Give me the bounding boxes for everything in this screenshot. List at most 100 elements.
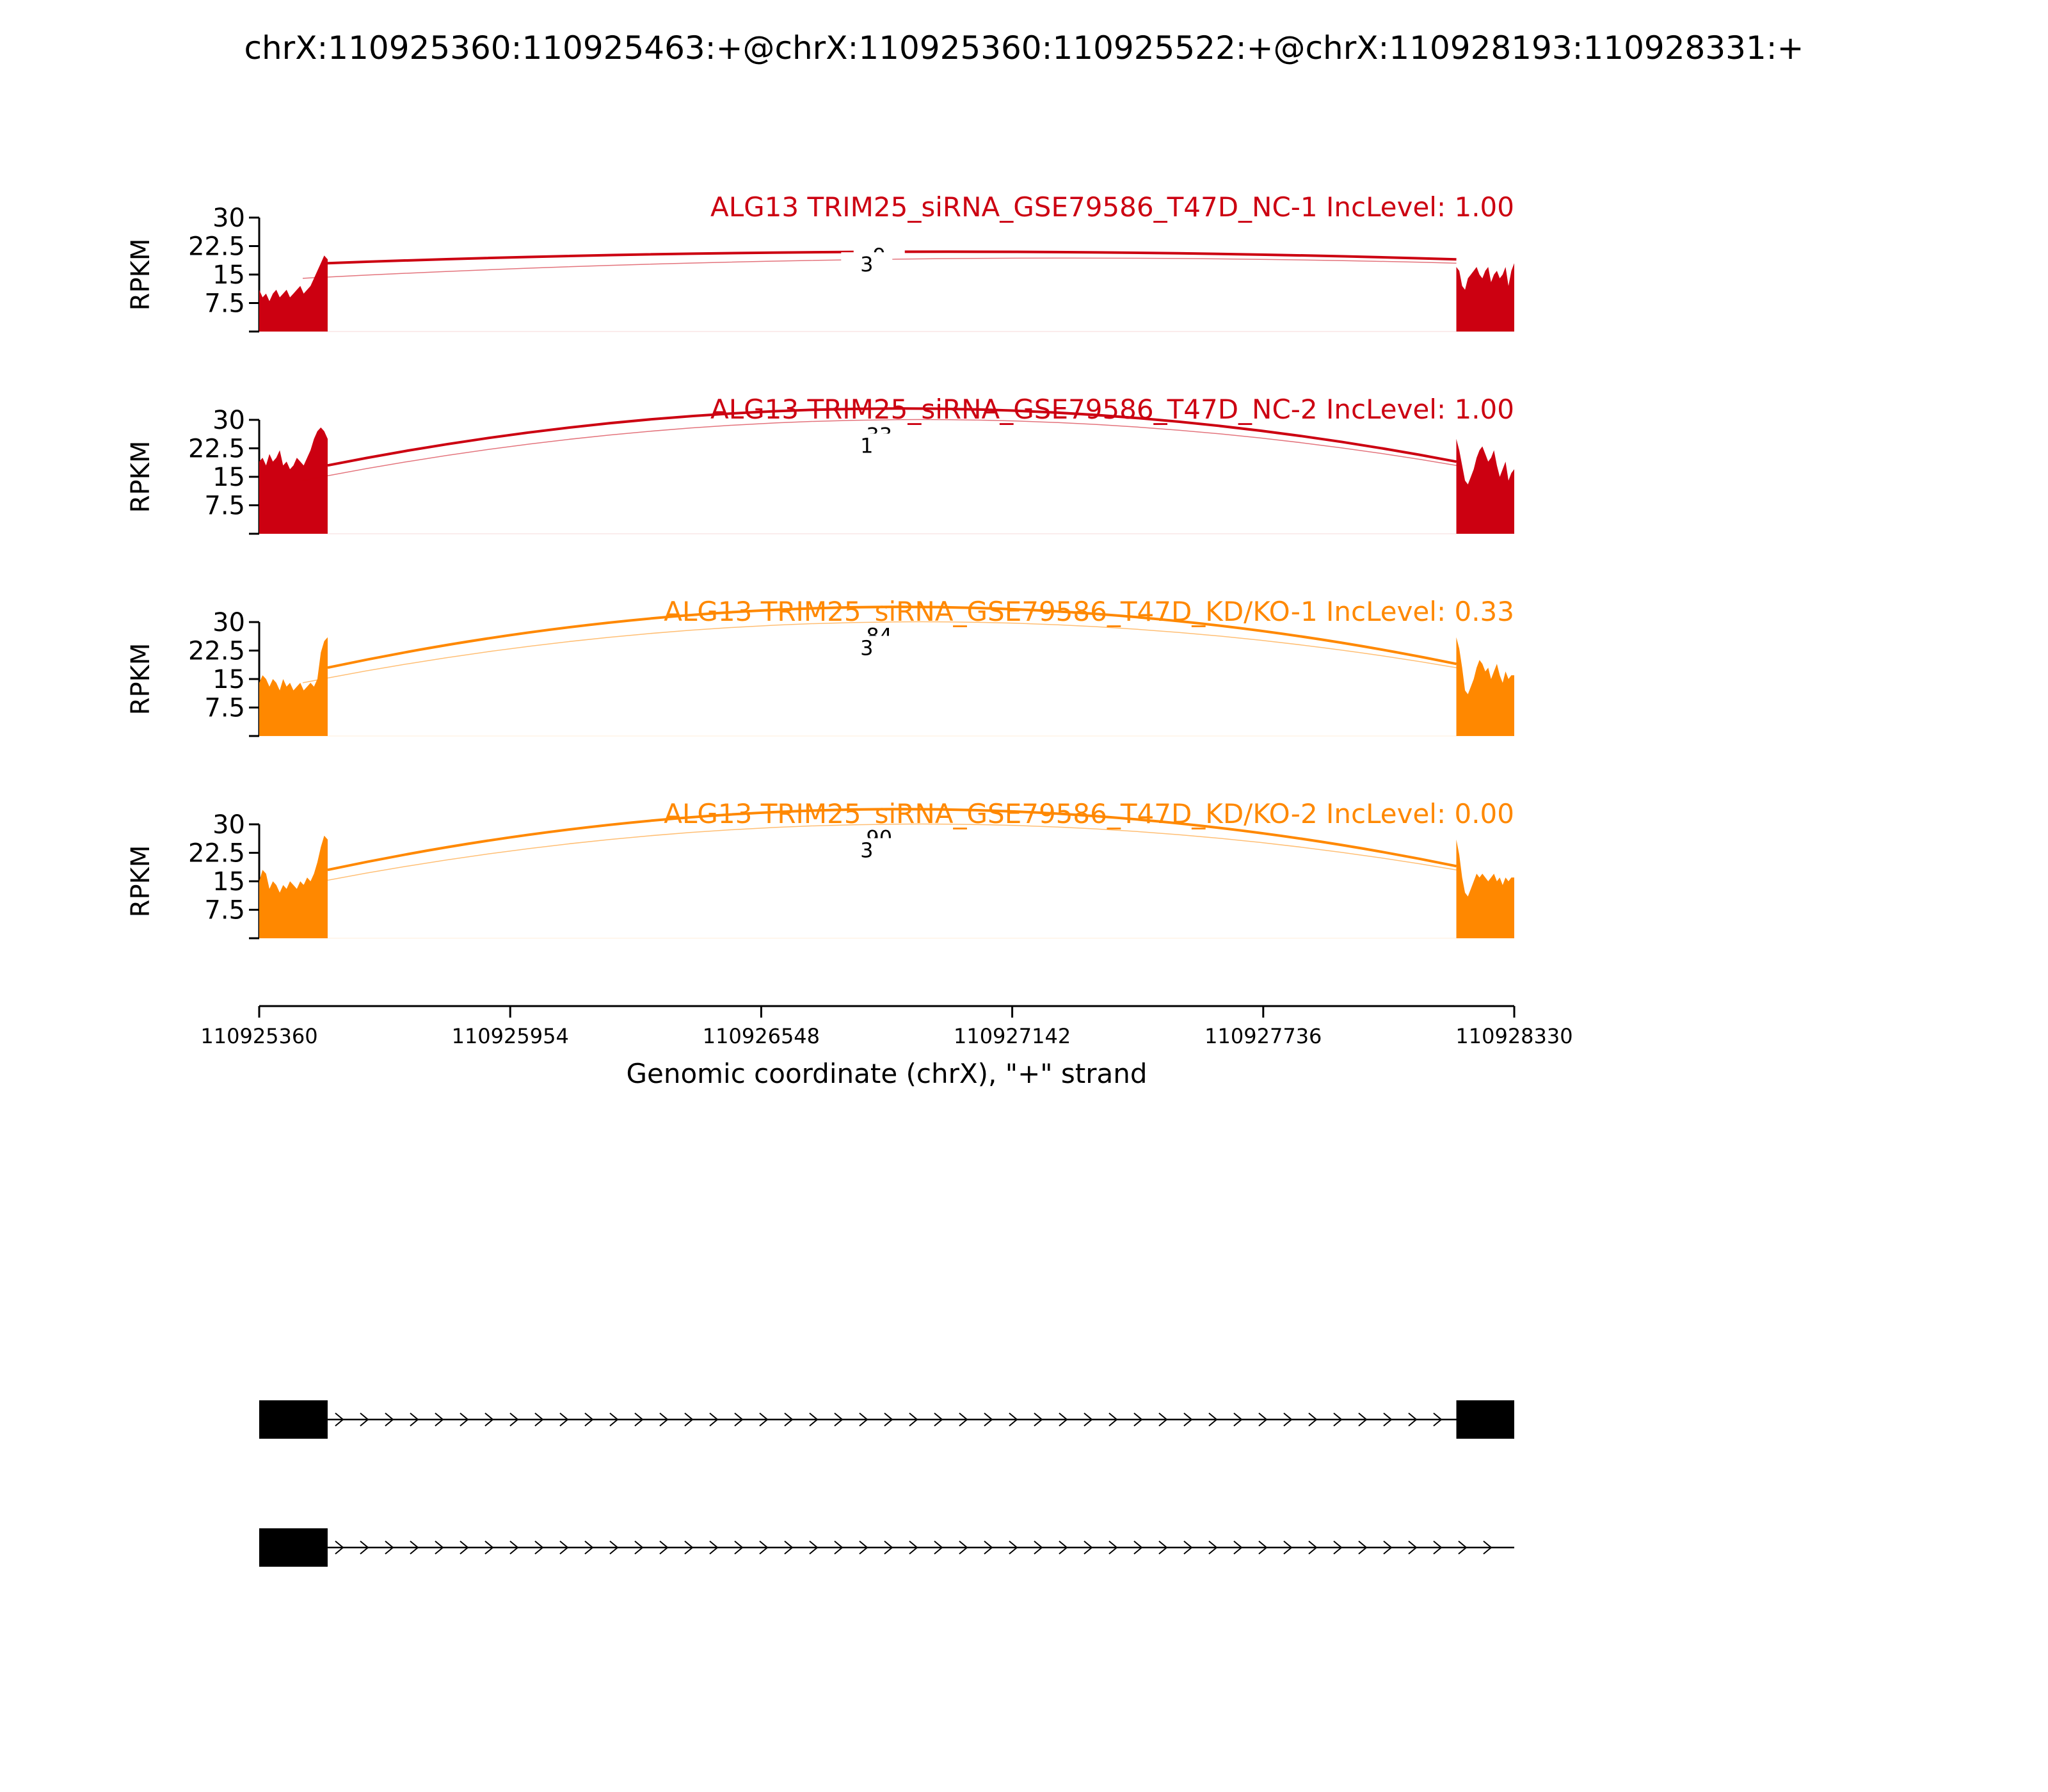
coverage-area — [1456, 438, 1514, 534]
y-axis-label: RPKM — [126, 845, 156, 918]
panel-label: ALG13 TRIM25_siRNA_GSE79586_T47D_NC-1 In… — [710, 191, 1514, 223]
y-tick-label: 30 — [212, 810, 245, 840]
junction-arc — [302, 823, 1457, 886]
junction-count-bg — [841, 433, 893, 457]
strand-arrow — [1383, 1412, 1393, 1427]
panel-label: ALG13 TRIM25_siRNA_GSE79586_T47D_KD/KO-2… — [664, 798, 1514, 829]
strand-arrow — [1084, 1412, 1093, 1427]
x-tick-label: 110925360 — [200, 1024, 317, 1048]
strand-arrow — [759, 1412, 769, 1427]
strand-arrow — [809, 1412, 819, 1427]
strand-arrow — [634, 1540, 644, 1555]
strand-arrow — [684, 1540, 694, 1555]
strand-arrow — [559, 1412, 569, 1427]
junction-count: 3 — [860, 252, 873, 276]
exon-block — [259, 1528, 328, 1567]
strand-arrow — [534, 1412, 544, 1427]
strand-arrow — [1258, 1412, 1268, 1427]
strand-arrow — [909, 1412, 918, 1427]
strand-arrow — [1009, 1540, 1018, 1555]
x-axis-label: Genomic coordinate (chrX), "+" strand — [626, 1058, 1147, 1089]
strand-arrow — [1059, 1412, 1068, 1427]
y-tick-label: 15 — [212, 463, 245, 492]
coverage-panels: ALG13 TRIM25_siRNA_GSE79586_T47D_NC-1 In… — [126, 191, 1514, 940]
strand-arrow — [934, 1540, 943, 1555]
coverage-panel: ALG13 TRIM25_siRNA_GSE79586_T47D_NC-1 In… — [126, 191, 1514, 333]
strand-arrow — [584, 1540, 594, 1555]
strand-arrow — [1158, 1412, 1168, 1427]
strand-arrow — [959, 1412, 968, 1427]
strand-arrow — [435, 1412, 444, 1427]
isoform-track — [259, 1400, 1514, 1567]
coverage-area — [259, 835, 328, 938]
strand-arrow — [1333, 1540, 1343, 1555]
junction-count-bg — [841, 838, 893, 861]
coverage-panel: ALG13 TRIM25_siRNA_GSE79586_T47D_KD/KO-2… — [126, 798, 1514, 940]
coverage-area — [1456, 637, 1514, 736]
strand-arrow — [460, 1540, 469, 1555]
junction-arc — [327, 407, 1457, 467]
strand-arrow — [609, 1540, 619, 1555]
junction-count: 3 — [860, 838, 873, 863]
strand-arrow — [584, 1412, 594, 1427]
strand-arrow — [410, 1412, 419, 1427]
y-tick-label: 7.5 — [204, 694, 245, 723]
strand-arrow — [859, 1540, 868, 1555]
strand-arrow — [1158, 1540, 1168, 1555]
strand-arrow — [834, 1412, 844, 1427]
strand-arrow — [385, 1540, 394, 1555]
exon-block — [259, 1400, 328, 1439]
y-tick-label: 22.5 — [188, 232, 245, 262]
x-axis: 110925360 110925954 110926548 110927142 1109… — [200, 1005, 1573, 1089]
strand-arrow — [784, 1540, 794, 1555]
y-tick-label: 30 — [212, 406, 245, 435]
y-tick-label: 30 — [212, 608, 245, 637]
strand-arrow — [1283, 1540, 1293, 1555]
strand-arrow — [1258, 1540, 1268, 1555]
strand-arrow — [1358, 1540, 1368, 1555]
x-tick-label: 110925954 — [452, 1024, 569, 1048]
strand-arrow — [634, 1412, 644, 1427]
strand-arrow — [1458, 1540, 1468, 1555]
strand-arrow — [360, 1412, 369, 1427]
strand-arrow — [1308, 1412, 1318, 1427]
junction-count: 1 — [860, 434, 873, 458]
strand-arrow — [784, 1412, 794, 1427]
strand-arrow — [1433, 1412, 1443, 1427]
strand-arrow — [435, 1540, 444, 1555]
strand-arrow — [959, 1540, 968, 1555]
strand-arrow — [1308, 1540, 1318, 1555]
strand-arrow — [360, 1540, 369, 1555]
strand-arrow — [1208, 1540, 1218, 1555]
strand-arrow — [984, 1412, 993, 1427]
strand-arrow — [1233, 1540, 1243, 1555]
strand-arrow — [909, 1540, 918, 1555]
strand-arrow — [1133, 1540, 1143, 1555]
coverage-panel: ALG13 TRIM25_siRNA_GSE79586_T47D_KD/KO-1… — [126, 596, 1514, 737]
y-tick-label: 22.5 — [188, 637, 245, 666]
coverage-area — [1456, 263, 1514, 332]
strand-arrow — [410, 1540, 419, 1555]
strand-arrow — [609, 1412, 619, 1427]
coverage-area — [259, 427, 328, 534]
coverage-area — [1456, 839, 1514, 938]
y-tick-label: 7.5 — [204, 289, 245, 319]
strand-arrow — [1084, 1540, 1093, 1555]
junction-count-bg — [841, 636, 893, 659]
strand-arrow — [659, 1540, 669, 1555]
strand-arrow — [1034, 1540, 1043, 1555]
strand-arrow — [859, 1412, 868, 1427]
strand-arrow — [534, 1540, 544, 1555]
junction-arc — [302, 419, 1457, 481]
strand-arrow — [709, 1540, 719, 1555]
junction-arc — [327, 808, 1457, 872]
strand-arrow — [1408, 1540, 1418, 1555]
strand-arrow — [1059, 1540, 1068, 1555]
strand-arrow — [1283, 1412, 1293, 1427]
junction-arc — [302, 621, 1457, 684]
x-tick-label: 110927142 — [954, 1024, 1071, 1048]
y-tick-label: 22.5 — [188, 839, 245, 868]
strand-arrow — [759, 1540, 769, 1555]
strand-arrow — [1208, 1412, 1218, 1427]
